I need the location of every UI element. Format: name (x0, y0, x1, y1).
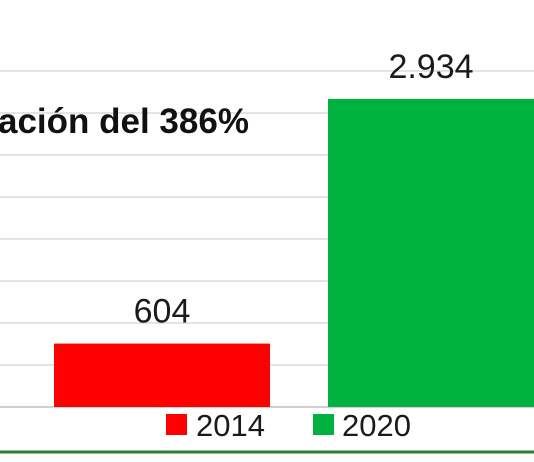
bar-2020 (328, 98, 534, 408)
data-label-2014: 604 (134, 293, 191, 331)
legend-label-2020: 2020 (342, 408, 411, 443)
growth-annotation: ación del 386% (0, 102, 249, 141)
legend-label-2014: 2014 (196, 408, 265, 443)
bars (54, 98, 534, 408)
legend-swatch-2014 (166, 414, 187, 435)
data-label-2020: 2.934 (388, 48, 473, 86)
bar-2014 (54, 343, 270, 407)
legend-swatch-2020 (313, 414, 334, 435)
legend: 2014 2020 (166, 408, 411, 443)
data-labels: 604 2.934 (134, 48, 474, 331)
